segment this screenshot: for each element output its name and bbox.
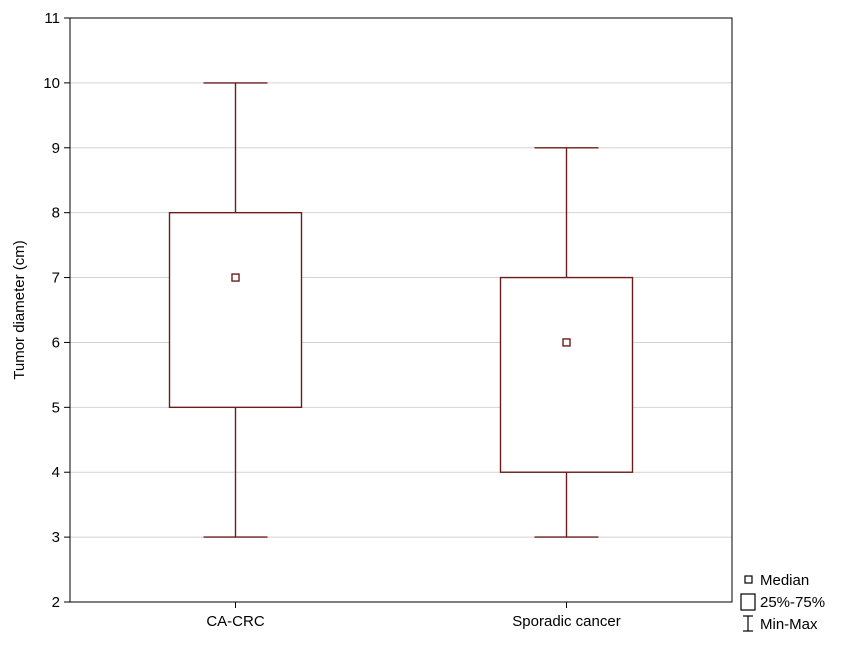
y-tick-label: 8 bbox=[52, 205, 60, 222]
median-marker bbox=[231, 273, 240, 282]
x-tick-label: Sporadic cancer bbox=[512, 613, 620, 630]
box-plot-series bbox=[168, 82, 634, 538]
legend: Median 25%-75% Min-Max bbox=[740, 572, 825, 633]
y-axis-label: Tumor diameter (cm) bbox=[11, 240, 28, 379]
y-tick-label: 11 bbox=[44, 10, 60, 27]
box-ca-crc bbox=[168, 82, 303, 538]
legend-box-icon bbox=[740, 593, 756, 611]
iqr-box bbox=[499, 276, 634, 473]
median-marker bbox=[562, 338, 571, 347]
y-tick-label: 7 bbox=[52, 270, 60, 287]
y-tick-label: 5 bbox=[52, 399, 60, 416]
y-tick-label: 9 bbox=[52, 140, 60, 157]
x-axis: CA-CRC Sporadic cancer bbox=[206, 602, 621, 630]
legend-label: Min-Max bbox=[760, 616, 818, 633]
x-tick-label: CA-CRC bbox=[206, 613, 264, 630]
box-sporadic-cancer bbox=[499, 147, 634, 538]
legend-whisker-icon bbox=[743, 615, 753, 632]
legend-label: 25%-75% bbox=[760, 594, 825, 611]
legend-median-icon bbox=[744, 575, 753, 584]
y-axis: 2 3 4 5 6 7 8 9 10 11 bbox=[43, 10, 70, 611]
y-tick-label: 3 bbox=[52, 529, 60, 546]
y-tick-label: 2 bbox=[52, 594, 60, 611]
y-tick-label: 10 bbox=[43, 75, 60, 92]
iqr-box bbox=[168, 211, 303, 409]
legend-label: Median bbox=[760, 572, 809, 589]
y-tick-label: 6 bbox=[52, 334, 60, 351]
plot-frame bbox=[69, 17, 733, 603]
y-tick-label: 4 bbox=[52, 464, 60, 481]
